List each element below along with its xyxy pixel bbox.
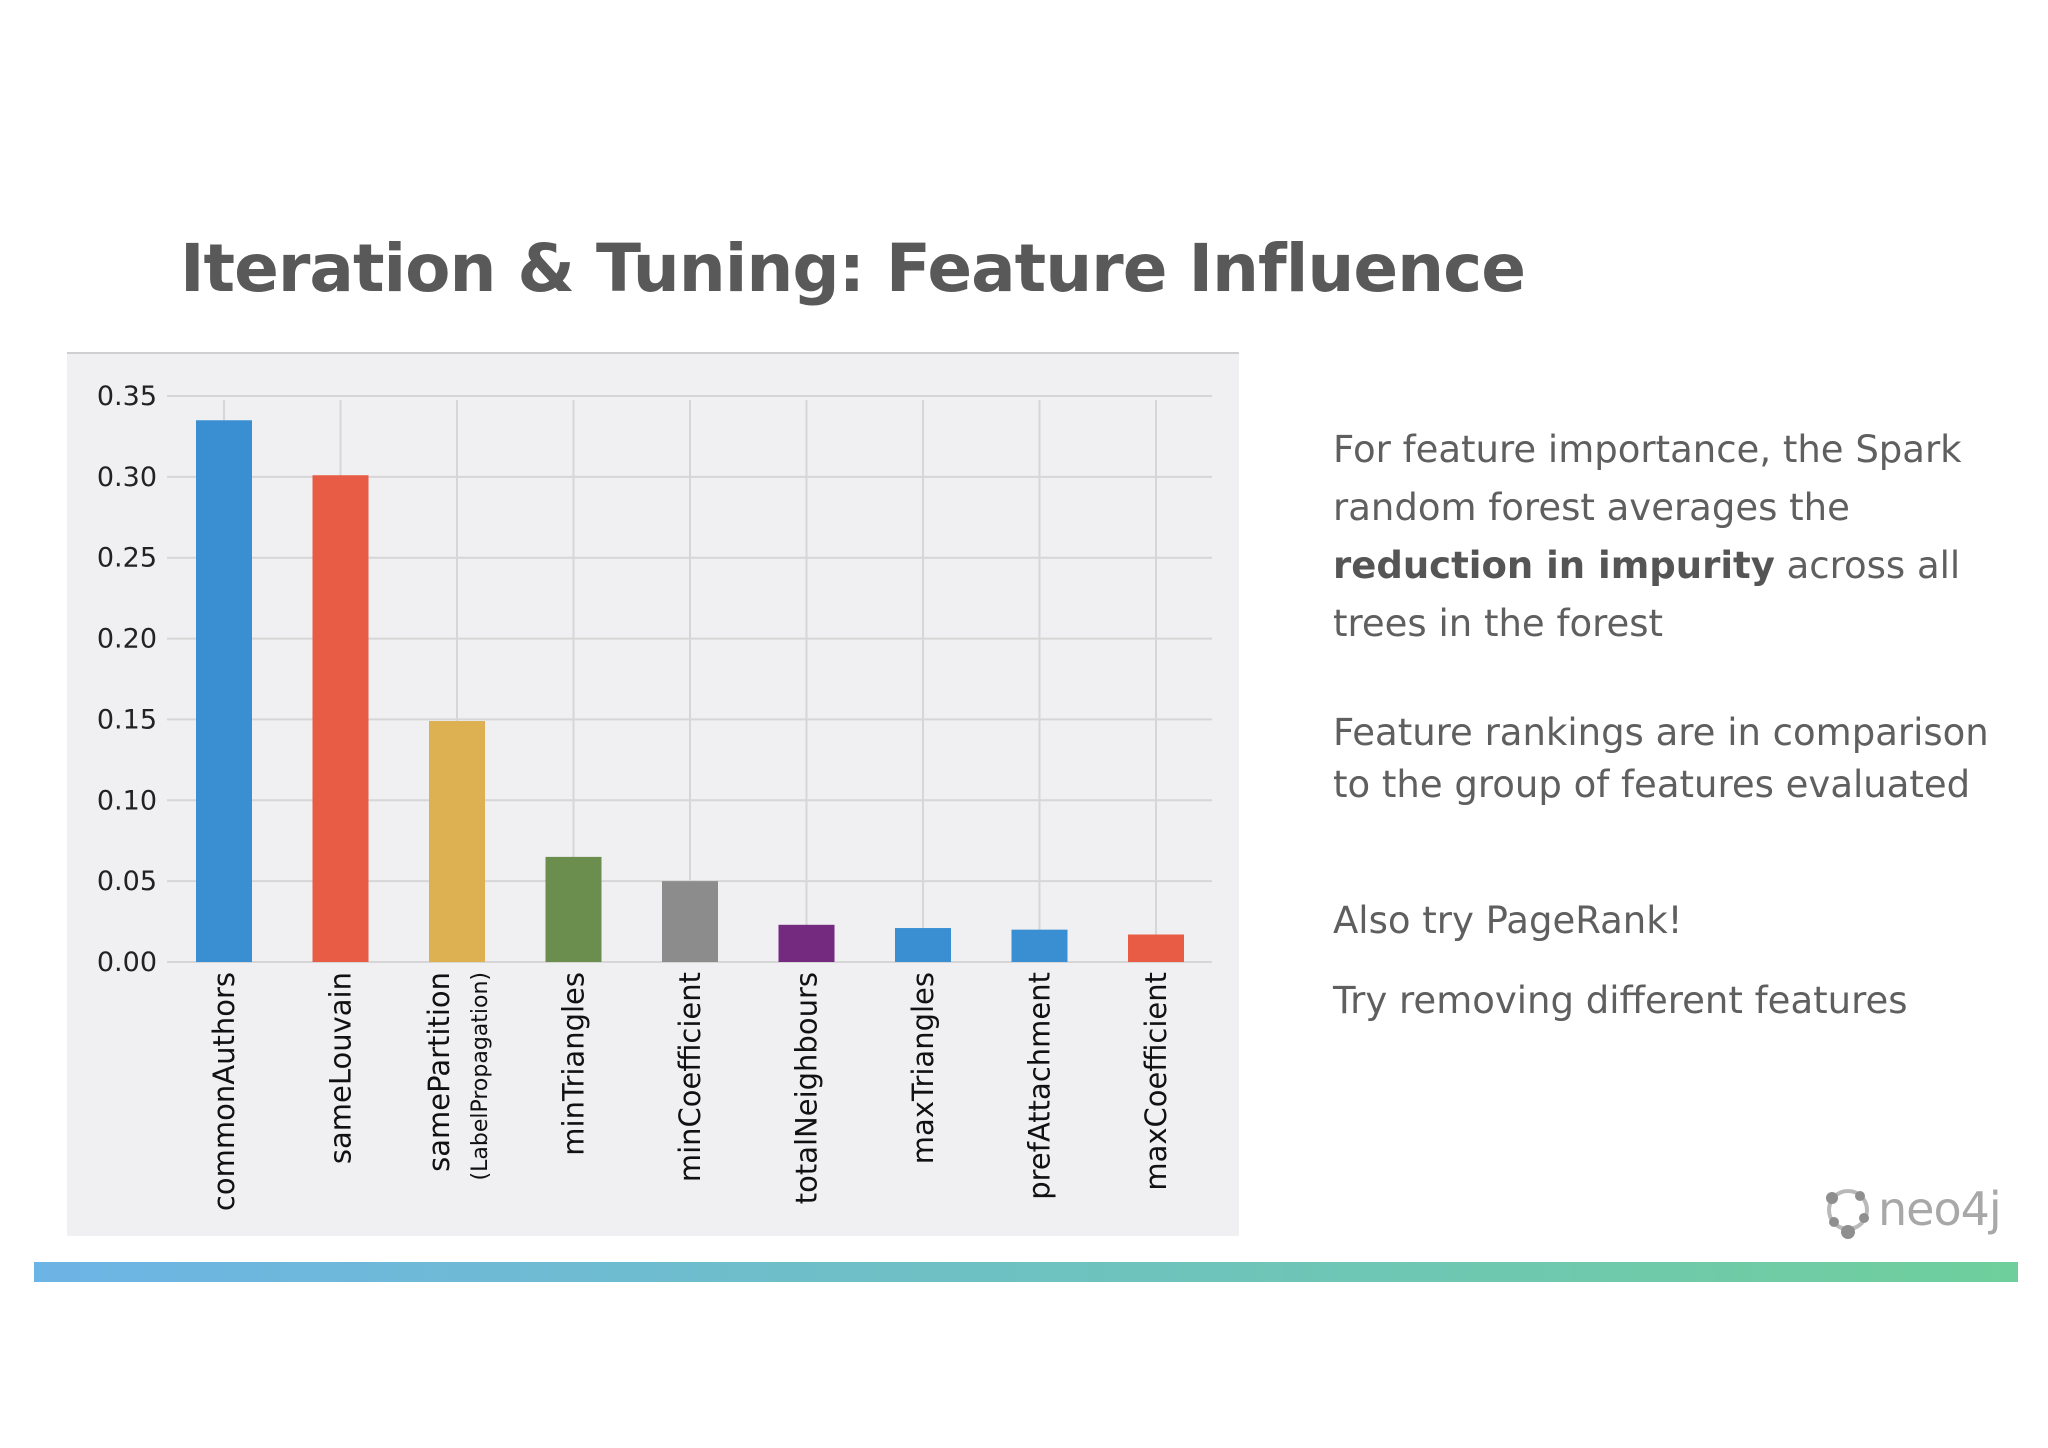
y-tick-label: 0.30: [97, 462, 157, 493]
x-tick-label: samePartition: [422, 972, 456, 1172]
y-tick-label: 0.15: [97, 704, 157, 735]
ranking-note: Feature rankings are in comparison to th…: [1333, 711, 1989, 806]
bar-commonAuthors: [196, 420, 252, 962]
chart-bars: [196, 420, 1184, 962]
neo4j-logo-text: neo4j: [1878, 1182, 2002, 1236]
feature-importance-chart: 0.00 0.05 0.10 0.15 0.20 0.25 0.30 0.35 commonA…: [67, 352, 1239, 1236]
neo4j-graph-icon: [1826, 1189, 1869, 1239]
footer-gradient-bar: [34, 1262, 2018, 1282]
y-tick-label: 0.25: [97, 543, 157, 574]
x-tick-label: totalNeighbours: [790, 972, 824, 1204]
y-tick-label: 0.35: [97, 381, 157, 412]
impurity-explanation: For feature importance, the Spark random…: [1333, 421, 2013, 653]
slide-title: Iteration & Tuning: Feature Influence: [180, 230, 1526, 307]
y-tick-label: 0.10: [97, 785, 157, 816]
bar-prefAttachment: [1011, 929, 1068, 962]
remove-features-tip: Try removing different features: [1333, 979, 1908, 1022]
x-tick-label: minTriangles: [557, 972, 591, 1156]
y-tick-label: 0.05: [97, 866, 157, 897]
impurity-text-bold: reduction in impurity: [1333, 544, 1775, 587]
bar-sameLouvain: [312, 475, 369, 962]
bar-maxTriangles: [895, 928, 951, 962]
impurity-text-start: For feature importance, the Spark random…: [1333, 428, 1962, 529]
x-tick-label: prefAttachment: [1023, 972, 1057, 1200]
y-tick-label: 0.20: [97, 624, 157, 655]
x-tick-sublabel: (LabelPropagation): [468, 972, 493, 1180]
chart-svg: 0.00 0.05 0.10 0.15 0.20 0.25 0.30 0.35 commonA…: [97, 381, 1212, 1211]
impurity-text-end: across all trees in the forest: [1333, 544, 1961, 645]
x-tick-label: minCoefficient: [673, 972, 707, 1182]
x-tick-label: maxCoefficient: [1139, 972, 1173, 1191]
bar-minCoefficient: [662, 881, 718, 962]
bar-minTriangles: [545, 856, 602, 962]
pagerank-tip: Also try PageRank!: [1333, 899, 1683, 942]
x-tick-label: maxTriangles: [906, 972, 940, 1164]
x-tick-label: commonAuthors: [207, 972, 241, 1211]
bar-maxCoefficient: [1128, 934, 1184, 962]
y-axis-ticks: 0.00 0.05 0.10 0.15 0.20 0.25 0.30 0.35: [97, 381, 157, 978]
x-axis-labels: commonAuthors sameLouvain samePartition (La…: [207, 972, 1173, 1211]
y-tick-label: 0.00: [97, 947, 157, 978]
bar-samePartition: [429, 721, 485, 962]
x-tick-label: sameLouvain: [324, 972, 358, 1164]
neo4j-logo: neo4j: [1822, 1182, 2002, 1242]
bar-totalNeighbours: [778, 924, 835, 962]
